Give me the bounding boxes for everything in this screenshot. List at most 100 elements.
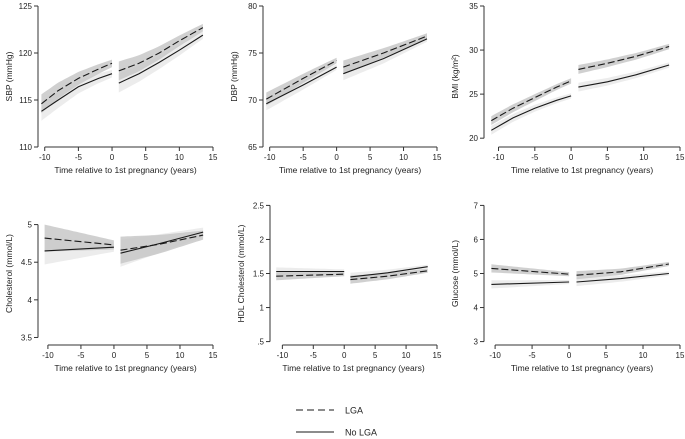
ci-band-lga bbox=[41, 59, 112, 114]
y-tick-label: 7 bbox=[474, 201, 479, 210]
ci-band-lga bbox=[576, 261, 669, 280]
lga-line bbox=[44, 237, 114, 246]
y-tick-label: 5 bbox=[28, 221, 33, 230]
x-tick-label: 0 bbox=[112, 351, 117, 360]
y-tick-label: 3 bbox=[474, 338, 479, 347]
x-tick-label: 10 bbox=[639, 153, 648, 162]
x-tick-label: 5 bbox=[143, 153, 148, 162]
x-tick-label: 15 bbox=[433, 153, 442, 162]
x-tick-label: 15 bbox=[676, 153, 685, 162]
x-tick-label: -10 bbox=[489, 351, 501, 360]
ci-band-lga bbox=[350, 268, 428, 284]
lga-line bbox=[120, 234, 204, 251]
lga-line bbox=[343, 35, 428, 68]
panel-4: 3.5 4 4.5 5 -10 -5 0 5 10 15 Time relative to 1st … bbox=[4, 221, 218, 373]
ci-band-no-lga bbox=[120, 227, 204, 267]
x-tick-label: 0 bbox=[110, 153, 115, 162]
legend-no-lga-label: No LGA bbox=[345, 428, 377, 438]
no-lga-line bbox=[491, 281, 570, 285]
no-lga-line bbox=[343, 38, 428, 75]
y-tick-label: 1 bbox=[260, 304, 265, 313]
y-tick-label: 5 bbox=[474, 270, 479, 279]
lga-line bbox=[118, 27, 204, 72]
lga-line bbox=[576, 263, 669, 276]
no-lga-line bbox=[350, 266, 428, 278]
panel-2: 65 70 75 80 -10 -5 0 5 10 15 Time relative to 1st … bbox=[229, 2, 442, 175]
x-tick-label: -5 bbox=[300, 153, 308, 162]
y-tick-label: 6 bbox=[474, 235, 479, 244]
x-axis-title: Time relative to 1st pregnancy (years) bbox=[279, 165, 422, 175]
y-axis-title: DBP (mmHg) bbox=[229, 51, 239, 102]
x-tick-label: -5 bbox=[310, 351, 318, 360]
x-tick-label: 5 bbox=[604, 351, 609, 360]
x-axis-title: Time relative to 1st pregnancy (years) bbox=[54, 363, 197, 373]
x-tick-label: -5 bbox=[77, 351, 85, 360]
x-axis-title: Time relative to 1st pregnancy (years) bbox=[54, 165, 197, 175]
x-tick-label: 5 bbox=[373, 351, 378, 360]
y-tick-label: 2 bbox=[260, 235, 265, 244]
y-tick-label: 2.5 bbox=[253, 201, 265, 210]
y-tick-label: 30 bbox=[469, 46, 478, 55]
lga-line bbox=[491, 80, 572, 122]
x-axis-title: Time relative to 1st pregnancy (years) bbox=[511, 165, 654, 175]
ci-band-no-lga bbox=[578, 62, 670, 92]
ci-band-no-lga bbox=[266, 64, 337, 111]
panel-3: 20 25 30 35 -10 -5 0 5 10 15 Time relative to 1st … bbox=[450, 2, 685, 175]
x-axis-title: Time relative to 1st pregnancy (years) bbox=[511, 363, 654, 373]
ci-band-no-lga bbox=[41, 69, 112, 121]
ci-band-no-lga bbox=[44, 237, 114, 265]
x-tick-label: 0 bbox=[569, 153, 574, 162]
x-tick-label: -10 bbox=[264, 153, 276, 162]
legend: LGA No LGA bbox=[296, 406, 377, 438]
y-tick-label: 75 bbox=[248, 49, 257, 58]
y-tick-label: 125 bbox=[19, 2, 33, 11]
ci-band-lga bbox=[491, 78, 572, 125]
lga-line bbox=[350, 270, 428, 281]
lga-line bbox=[491, 267, 570, 275]
y-tick-label: 4 bbox=[28, 296, 33, 305]
no-lga-line bbox=[576, 272, 669, 283]
lga-line bbox=[578, 45, 670, 70]
y-tick-label: .5 bbox=[257, 338, 264, 347]
no-lga-line bbox=[41, 73, 113, 112]
x-tick-label: -5 bbox=[529, 351, 537, 360]
y-tick-label: 65 bbox=[248, 143, 257, 152]
lga-line bbox=[41, 62, 113, 105]
x-tick-label: -10 bbox=[42, 351, 54, 360]
y-axis-title: HDL Cholesterol (mmol/L) bbox=[236, 224, 246, 322]
lga-line bbox=[266, 60, 337, 100]
x-tick-label: 0 bbox=[342, 351, 347, 360]
y-axis-title: BMI (kg/m²) bbox=[450, 54, 460, 99]
x-tick-label: -5 bbox=[531, 153, 539, 162]
y-tick-label: 4 bbox=[474, 304, 479, 313]
no-lga-line bbox=[578, 64, 670, 88]
no-lga-line bbox=[266, 66, 337, 105]
x-tick-label: -10 bbox=[39, 153, 51, 162]
no-lga-line bbox=[120, 231, 204, 254]
y-tick-label: 20 bbox=[469, 134, 478, 143]
panel-6: 3 4 5 6 7 -10 -5 0 5 10 15 Time relative to 1st pre… bbox=[450, 201, 685, 373]
lga-line bbox=[276, 273, 345, 277]
y-tick-label: 4.5 bbox=[21, 258, 33, 267]
x-tick-label: 10 bbox=[402, 351, 411, 360]
y-tick-label: 115 bbox=[19, 96, 32, 105]
y-axis-title: Glucose (mmol/L) bbox=[450, 240, 460, 307]
y-tick-label: 120 bbox=[19, 49, 33, 58]
x-tick-label: 5 bbox=[605, 153, 610, 162]
y-tick-label: 80 bbox=[248, 2, 257, 11]
y-tick-label: 35 bbox=[469, 2, 478, 11]
x-tick-label: 5 bbox=[145, 351, 150, 360]
no-lga-line bbox=[491, 95, 572, 131]
ci-band-no-lga bbox=[491, 93, 572, 135]
y-tick-label: 1.5 bbox=[253, 270, 265, 279]
x-tick-label: -10 bbox=[277, 351, 289, 360]
x-tick-label: 10 bbox=[399, 153, 408, 162]
y-tick-label: 70 bbox=[248, 96, 257, 105]
x-tick-label: 15 bbox=[433, 351, 442, 360]
no-lga-line bbox=[118, 34, 204, 84]
y-axis-title: SBP (mmHg) bbox=[4, 51, 14, 101]
x-axis-title: Time relative to 1st pregnancy (years) bbox=[282, 363, 425, 373]
ci-band-lga bbox=[44, 224, 114, 252]
ci-band-lga bbox=[343, 33, 427, 74]
